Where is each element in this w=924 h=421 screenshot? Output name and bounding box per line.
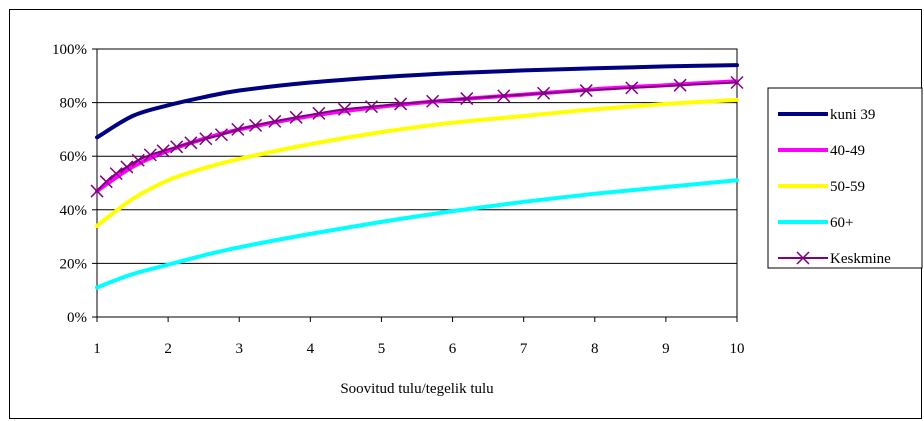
data-point-marker: [184, 136, 198, 150]
legend-label-60: 60+: [830, 215, 853, 231]
axes: 0% 20% 40% 60% 80% 100% 1 2 3 4 5 6 7 8 9 10: [52, 42, 745, 357]
data-point-marker: [625, 81, 639, 95]
data-point-marker: [394, 97, 408, 111]
x-tick-label: 2: [164, 341, 172, 357]
legend-label-50-59: 50-59: [830, 179, 865, 195]
data-point-marker: [131, 153, 145, 167]
series-line-60: [95, 178, 739, 290]
legend-label-kuni-39: kuni 39: [830, 107, 875, 123]
data-point-marker: [537, 86, 551, 100]
x-tick-label: 4: [307, 341, 315, 357]
data-point-marker: [99, 175, 113, 189]
data-point-marker: [460, 92, 474, 106]
data-point-marker: [109, 167, 123, 181]
data-point-marker: [231, 122, 245, 136]
series-lines: [95, 63, 739, 290]
x-tick-label: 5: [378, 341, 386, 357]
x-tick-label: 6: [449, 341, 457, 357]
legend-marker-icon: [796, 251, 810, 265]
x-tick-label: 3: [235, 341, 243, 357]
data-point-marker: [337, 102, 351, 116]
plot-area: [96, 48, 738, 318]
x-axis-title: Soovitud tulu/tegelik tulu: [340, 381, 494, 397]
data-point-marker: [199, 132, 213, 146]
x-tick-label: 9: [662, 341, 670, 357]
series-line-50-59: [95, 97, 739, 228]
data-point-marker: [249, 118, 263, 132]
data-point-marker: [730, 75, 744, 90]
x-tick-label: 1: [93, 341, 101, 357]
data-point-marker: [143, 148, 157, 162]
y-tick-label: 0%: [67, 310, 87, 326]
data-point-marker: [214, 128, 228, 142]
data-point-marker: [312, 106, 326, 120]
data-point-marker: [497, 89, 511, 103]
data-point-marker: [673, 78, 687, 92]
series-markers: [90, 75, 744, 198]
legend-label-keskmine: Keskmine: [830, 251, 891, 267]
y-tick-label: 80%: [60, 96, 88, 112]
x-tick-label: 10: [730, 341, 745, 357]
data-point-marker: [579, 84, 593, 98]
data-point-marker: [170, 140, 184, 154]
data-point-marker: [364, 100, 379, 114]
y-tick-label: 20%: [60, 256, 88, 272]
series-line-kuni-39: [95, 63, 739, 140]
y-tick-label: 40%: [60, 203, 88, 219]
x-tick-label: 8: [591, 341, 599, 357]
data-point-marker: [289, 110, 303, 124]
data-point-marker: [268, 114, 282, 128]
y-tick-label: 60%: [60, 149, 88, 165]
x-tick-label: 7: [520, 341, 528, 357]
legend-label-40-49: 40-49: [830, 143, 865, 159]
data-point-marker: [426, 94, 440, 108]
data-point-marker: [156, 144, 170, 158]
data-point-marker: [120, 160, 134, 174]
grid-lines: [97, 48, 737, 318]
legend: kuni 39 40-49 50-59 60+ Keskmine: [767, 87, 923, 269]
legend-box: [767, 87, 923, 269]
y-tick-label: 100%: [52, 42, 87, 58]
